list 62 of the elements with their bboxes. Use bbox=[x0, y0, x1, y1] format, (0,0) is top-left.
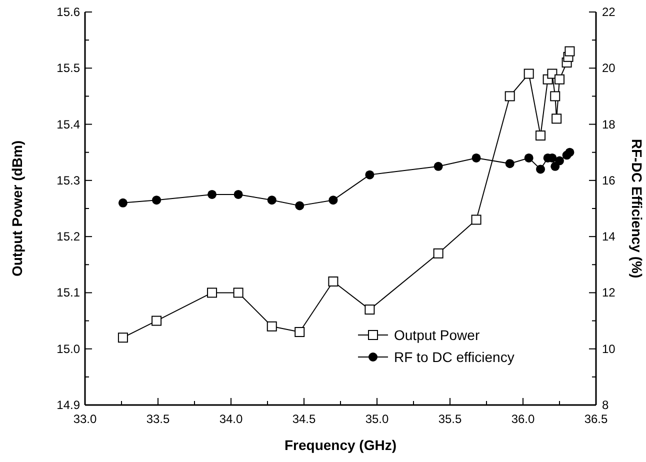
point bbox=[266, 321, 277, 332]
point bbox=[472, 153, 481, 162]
point bbox=[152, 316, 162, 326]
x-axis-title: Frequency (GHz) bbox=[284, 437, 397, 453]
point bbox=[233, 288, 244, 298]
point bbox=[524, 68, 534, 79]
point bbox=[550, 91, 560, 102]
point bbox=[118, 198, 128, 208]
x-tick-label: 33.0 bbox=[73, 412, 97, 426]
x-tick-label: 35.0 bbox=[365, 412, 389, 426]
y2-tick-label: 18 bbox=[602, 117, 616, 132]
x-tick-label: 36.5 bbox=[584, 412, 608, 426]
y-tick-label: 15.3 bbox=[56, 173, 80, 188]
point bbox=[365, 170, 374, 180]
legend-label: Output Power bbox=[394, 327, 480, 343]
x-tick-label: 35.5 bbox=[438, 412, 462, 426]
point bbox=[536, 164, 546, 174]
y2-tick-label: 8 bbox=[602, 398, 609, 412]
point bbox=[552, 114, 562, 124]
point bbox=[207, 288, 218, 298]
x-tick-label: 36.0 bbox=[511, 412, 535, 426]
point bbox=[294, 327, 305, 338]
x-tick-label: 33.5 bbox=[146, 412, 170, 426]
y-tick-label: 15.6 bbox=[56, 5, 80, 19]
point bbox=[434, 162, 443, 171]
legend-label: RF to DC efficiency bbox=[394, 349, 514, 365]
point bbox=[504, 91, 515, 102]
y-axis-title: Output Power (dBm) bbox=[9, 140, 25, 277]
point bbox=[208, 190, 217, 199]
point bbox=[555, 156, 564, 166]
point bbox=[118, 332, 128, 343]
y-tick-label: 15.2 bbox=[56, 230, 80, 244]
x-tick-label: 34.0 bbox=[219, 412, 243, 426]
point bbox=[505, 159, 514, 168]
y-tick-label: 15.0 bbox=[56, 342, 80, 356]
point bbox=[471, 214, 482, 225]
point bbox=[328, 276, 338, 286]
point bbox=[564, 46, 575, 56]
y-tick-label: 15.1 bbox=[56, 286, 80, 300]
y2-tick-label: 16 bbox=[602, 173, 616, 188]
x-tick-label: 34.5 bbox=[292, 412, 316, 426]
point bbox=[328, 196, 338, 205]
point bbox=[267, 196, 276, 205]
y-tick-label: 14.9 bbox=[56, 398, 80, 412]
y2-tick-label: 22 bbox=[602, 5, 616, 19]
y-tick-label: 15.4 bbox=[56, 117, 80, 132]
y2-tick-label: 14 bbox=[602, 230, 616, 244]
point bbox=[364, 304, 375, 315]
point bbox=[234, 190, 243, 199]
point bbox=[295, 201, 304, 210]
point bbox=[565, 148, 574, 157]
point bbox=[554, 74, 564, 84]
y2-tick-label: 12 bbox=[602, 286, 616, 300]
point bbox=[547, 68, 558, 79]
point bbox=[536, 130, 546, 141]
point bbox=[524, 153, 534, 162]
point bbox=[433, 248, 444, 258]
y2-tick-label: 10 bbox=[602, 342, 616, 356]
point bbox=[152, 196, 162, 205]
y2-tick-label: 20 bbox=[602, 61, 616, 76]
y2-axis-title: RF-DC Efficiency (%) bbox=[629, 138, 645, 278]
y-tick-label: 15.5 bbox=[56, 61, 80, 76]
